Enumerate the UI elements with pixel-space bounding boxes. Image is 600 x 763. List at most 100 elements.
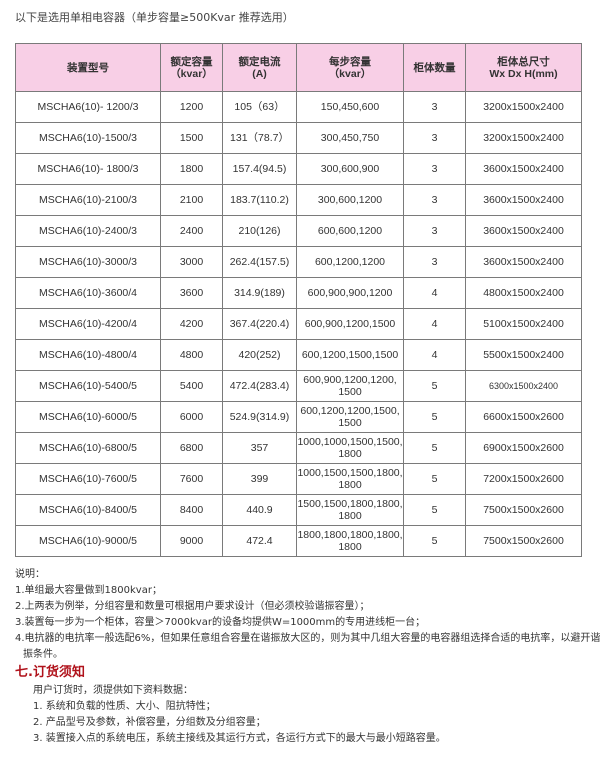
step-capacity-cell: 150,450,600 [296,91,404,123]
current-cell: 262.4(157.5) [222,246,297,278]
table-row: MSCHA6(10)- 1800/3 1800 157.4(94.5) 300,600… [15,153,582,185]
step-line: 1500 [338,417,362,429]
order-heading: 七.订货须知 [15,665,85,680]
model-cell: MSCHA6(10)-5400/5 [15,370,161,402]
cabinet-count-cell: 4 [403,277,466,309]
model-cell: MSCHA6(10)-8400/5 [15,494,161,526]
notes-section: 说明： 1.单组最大容量做到1800kvar； 2.上两表为例举，分组容量和数量… [15,567,600,747]
table-row: MSCHA6(10)-4200/4 4200 367.4(220.4) 600,900… [15,308,582,340]
cabinet-count-cell: 3 [403,215,466,247]
column-header-line: 装置型号 [67,61,109,74]
order-item: 1. 系统和负载的性质、大小、阻抗特性； [33,701,216,712]
step-capacity-cell: 600,1200,1200 [296,246,404,278]
order-item: 2. 产品型号及参数，补偿容量，分组数及分组容量； [33,717,266,728]
current-cell: 472.4(283.4) [222,370,297,402]
size-cell: 7500x1500x2600 [465,525,582,557]
current-cell: 472.4 [222,525,297,557]
capacity-cell: 4800 [160,339,223,371]
capacity-cell: 3000 [160,246,223,278]
table-row: MSCHA6(10)- 1200/3 1200 105（63） 150,450,600… [15,91,582,123]
note-item: 1.单组最大容量做到1800kvar； [15,585,162,596]
step-capacity-cell: 600,600,1200 [296,215,404,247]
size-cell: 3600x1500x2400 [465,215,582,247]
capacity-cell: 1200 [160,91,223,123]
step-capacity-cell: 600,900,900,1200 [296,277,404,309]
size-cell: 7200x1500x2600 [465,463,582,495]
step-line: 1500,1500,1800,1800, [297,498,403,510]
cabinet-count-cell: 4 [403,339,466,371]
column-header-line: 每步容量 [329,55,371,68]
model-cell: MSCHA6(10)-4800/4 [15,339,161,371]
cabinet-count-cell: 3 [403,153,466,185]
current-cell: 399 [222,463,297,495]
step-line: 150,450,600 [320,101,380,113]
column-header: 额定电流 (A) [222,43,297,92]
column-header: 每步容量 （kvar） [296,43,404,92]
column-header-line: 额定电流 [238,55,281,68]
model-cell: MSCHA6(10)-4200/4 [15,308,161,340]
step-line: 1800 [338,510,362,522]
note-item: 4.电抗器的电抗率一般选配6%，但如果任意组合容量在谐振放大区的，则为其中几组大… [15,633,600,644]
step-line: 600,1200,1500,1500 [301,349,399,361]
step-capacity-cell: 1500,1500,1800,1800, 1800 [296,494,404,526]
table-row: MSCHA6(10)-3000/3 3000 262.4(157.5) 600,120… [15,246,582,278]
size-cell: 4800x1500x2400 [465,277,582,309]
step-capacity-cell: 300,600,900 [296,153,404,185]
column-header-line: Wx Dx H(mm) [489,67,558,80]
model-cell: MSCHA6(10)-3000/3 [15,246,161,278]
size-cell: 3200x1500x2400 [465,122,582,154]
intro-text: 以下是选用单相电容器（单步容量≥500Kvar 推荐选用） [15,11,294,24]
column-header-line: （kvar） [170,67,213,80]
size-cell: 3200x1500x2400 [465,91,582,123]
current-cell: 210(126) [222,215,297,247]
table-header-row: 装置型号 额定容量 （kvar） 额定电流 (A) 每步容量 （kvar） 柜体数量 柜体总尺寸… [15,43,582,92]
spec-table: 装置型号 额定容量 （kvar） 额定电流 (A) 每步容量 （kvar） 柜体数量 柜体总尺寸… [15,43,582,557]
size-cell: 6900x1500x2600 [465,432,582,464]
column-header-line: 额定容量 [170,55,213,68]
step-capacity-cell: 300,450,750 [296,122,404,154]
column-header-line: 柜体总尺寸 [497,55,550,68]
order-item: 3. 装置接入点的系统电压，系统主接线及其运行方式，各运行方式下的最大与最小短路… [33,733,446,744]
size-cell: 7500x1500x2600 [465,494,582,526]
capacity-cell: 2100 [160,184,223,216]
step-line: 300,600,900 [320,163,380,175]
capacity-cell: 4200 [160,308,223,340]
step-line: 600,900,1200,1200, [303,374,397,386]
current-cell: 131（78.7） [222,122,297,154]
current-cell: 420(252) [222,339,297,371]
step-capacity-cell: 600,900,1200,1200, 1500 [296,370,404,402]
table-row: MSCHA6(10)-1500/3 1500 131（78.7） 300,450,75… [15,122,582,154]
size-cell: 6600x1500x2600 [465,401,582,433]
table-row: MSCHA6(10)-6000/5 6000 524.9(314.9) 600,120… [15,401,582,433]
step-line: 300,600,1200 [317,194,383,206]
model-cell: MSCHA6(10)-9000/5 [15,525,161,557]
step-line: 1800,1800,1800,1800, [297,529,403,541]
step-capacity-cell: 600,900,1200,1500 [296,308,404,340]
capacity-cell: 1500 [160,122,223,154]
size-cell: 3600x1500x2400 [465,246,582,278]
table-row: MSCHA6(10)-2100/3 2100 183.7(110.2) 300,600… [15,184,582,216]
cabinet-count-cell: 4 [403,308,466,340]
size-cell: 5100x1500x2400 [465,308,582,340]
cabinet-count-cell: 3 [403,246,466,278]
column-header: 额定容量 （kvar） [160,43,223,92]
current-cell: 357 [222,432,297,464]
column-header: 柜体总尺寸 Wx Dx H(mm) [465,43,582,92]
step-capacity-cell: 300,600,1200 [296,184,404,216]
step-line: 600,600,1200 [317,225,383,237]
current-cell: 367.4(220.4) [222,308,297,340]
cabinet-count-cell: 5 [403,463,466,495]
step-line: 600,900,1200,1500 [304,318,396,330]
column-header-line: 柜体数量 [413,61,456,74]
size-cell: 5500x1500x2400 [465,339,582,371]
table-row: MSCHA6(10)-9000/5 9000 472.4 1800,1800,1800… [15,525,582,557]
capacity-cell: 3600 [160,277,223,309]
step-capacity-cell: 1800,1800,1800,1800, 1800 [296,525,404,557]
current-cell: 157.4(94.5) [222,153,297,185]
step-line: 600,900,900,1200 [307,287,393,299]
size-cell: 3600x1500x2400 [465,153,582,185]
column-header-line: (A) [252,67,267,80]
cabinet-count-cell: 3 [403,184,466,216]
step-line: 600,1200,1200,1500, [300,405,400,417]
